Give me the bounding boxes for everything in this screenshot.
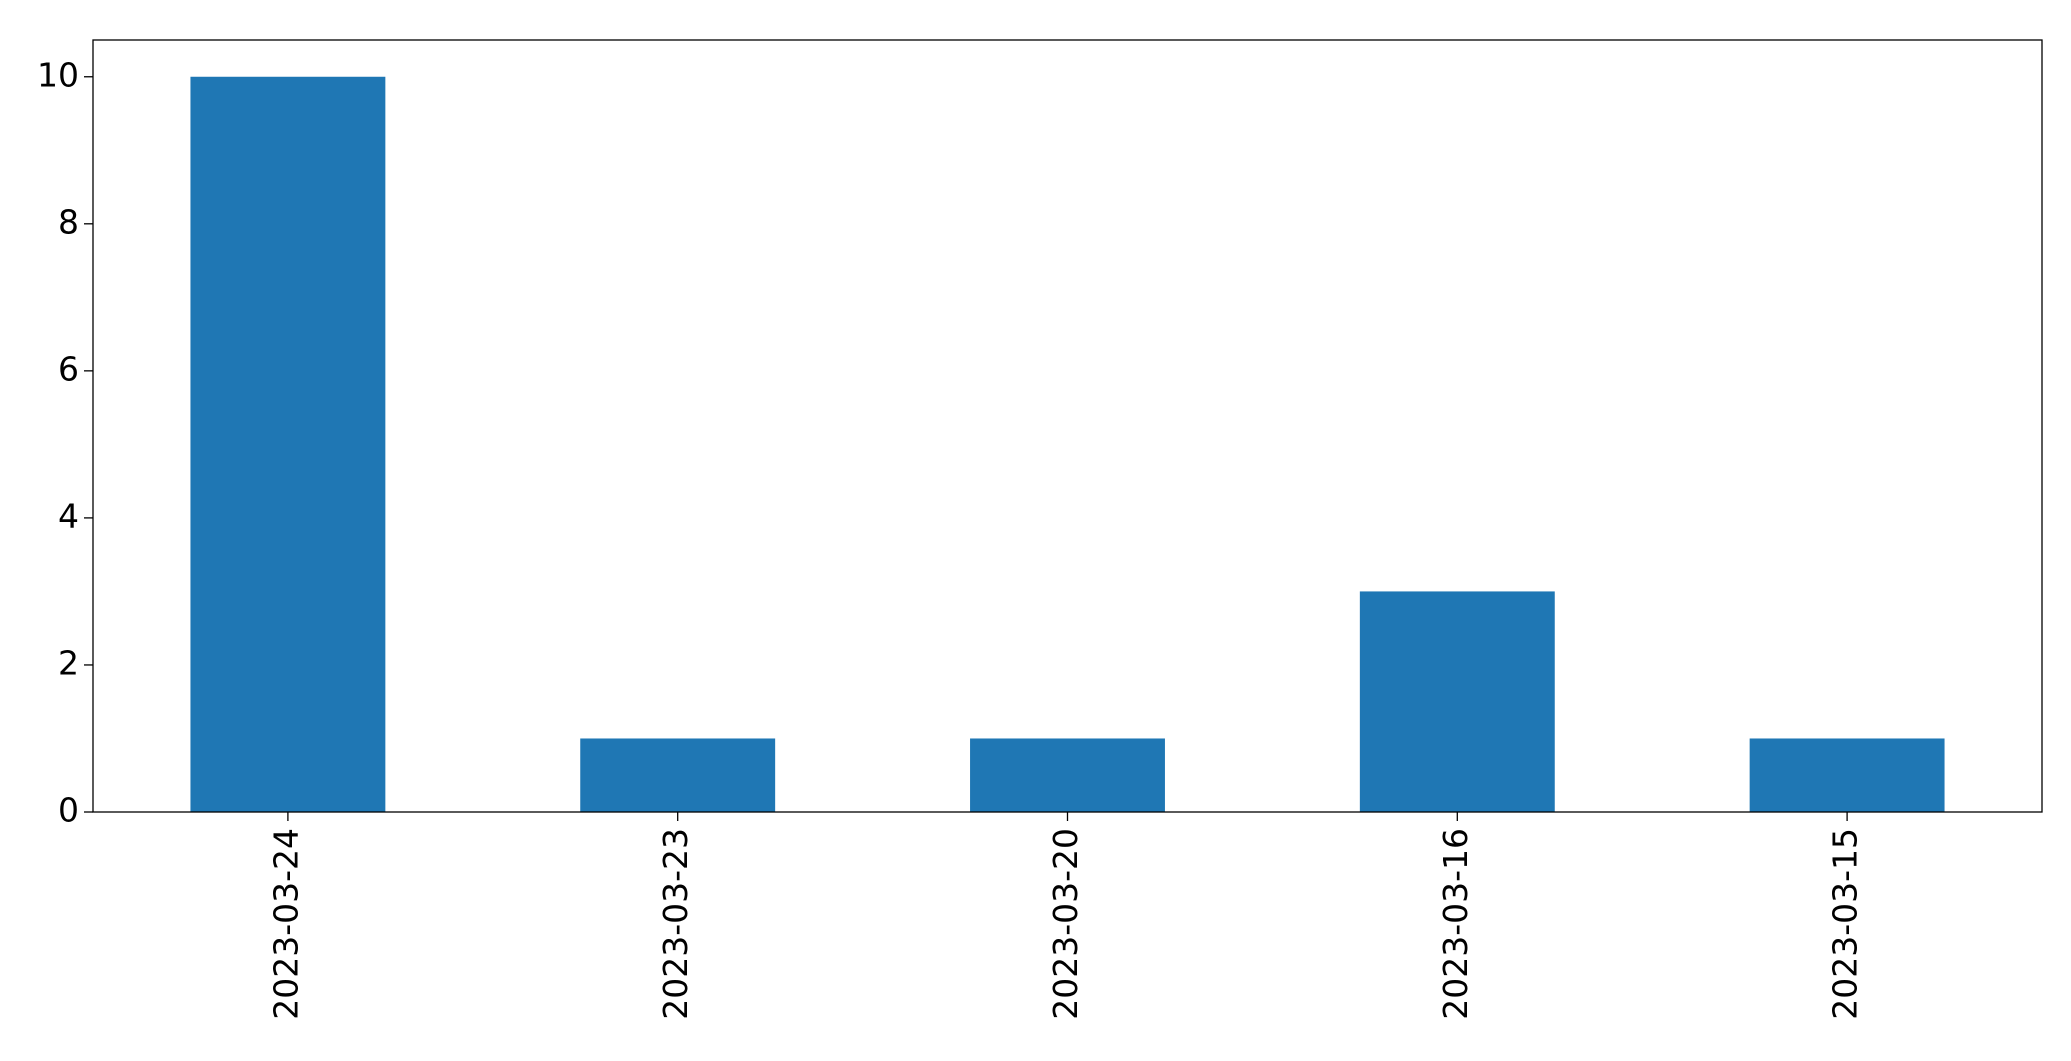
y-tick-label: 0 — [58, 791, 79, 830]
y-tick-label: 6 — [58, 349, 79, 388]
y-tick-label: 4 — [58, 496, 79, 535]
bar — [580, 738, 776, 812]
y-tick-label: 2 — [58, 643, 79, 682]
y-tick-label: 10 — [37, 55, 79, 94]
x-tick-label: 2023-03-23 — [656, 828, 695, 1020]
bar — [970, 738, 1165, 812]
plot-frame — [92, 39, 2043, 813]
x-tick-label: 2023-03-24 — [266, 828, 305, 1020]
x-tick-label: 2023-03-15 — [1826, 828, 1865, 1020]
bar — [1749, 738, 1945, 812]
x-tick-label: 2023-03-16 — [1436, 828, 1475, 1020]
y-tick-label: 8 — [58, 202, 79, 241]
bar — [1359, 591, 1555, 812]
bar — [190, 76, 386, 812]
x-tick-label: 2023-03-20 — [1046, 828, 1085, 1020]
